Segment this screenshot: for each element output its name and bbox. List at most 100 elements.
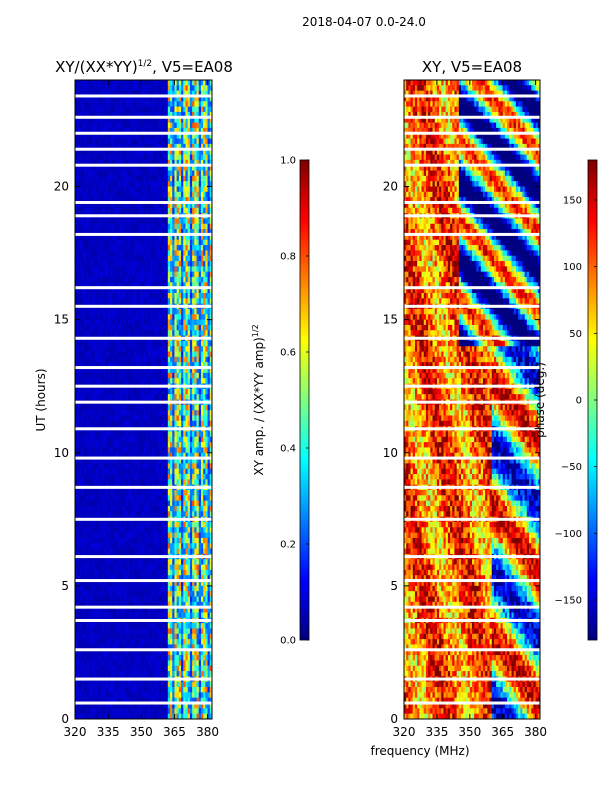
heatmap-cell bbox=[90, 175, 94, 182]
heatmap-cell bbox=[108, 133, 111, 140]
heatmap-cell bbox=[198, 463, 202, 470]
heatmap-cell bbox=[150, 138, 153, 145]
heatmap-cell bbox=[90, 468, 94, 475]
heatmap-cell bbox=[172, 186, 176, 193]
heatmap-cell bbox=[147, 463, 151, 470]
heatmap-cell bbox=[150, 308, 153, 315]
heatmap-cell bbox=[154, 159, 158, 166]
heatmap-cell bbox=[103, 143, 107, 150]
heatmap-cell bbox=[150, 474, 153, 480]
heatmap-cell bbox=[154, 308, 158, 315]
heatmap-cell bbox=[101, 261, 105, 267]
heatmap-cell bbox=[209, 234, 212, 241]
heatmap-cell bbox=[92, 367, 96, 374]
heatmap-cell bbox=[125, 143, 129, 150]
heatmap-cell bbox=[187, 143, 191, 150]
heatmap-cell bbox=[86, 500, 89, 507]
heatmap-cell bbox=[163, 255, 167, 262]
heatmap-cell bbox=[139, 181, 142, 188]
heatmap-cell bbox=[194, 207, 198, 214]
heatmap-cell bbox=[121, 207, 125, 214]
heatmap-cell bbox=[152, 330, 156, 337]
heatmap-cell bbox=[139, 127, 142, 134]
heatmap-cell bbox=[181, 324, 184, 331]
heatmap-cell bbox=[114, 261, 118, 267]
heatmap-cell bbox=[143, 218, 147, 225]
heatmap-cell bbox=[86, 250, 89, 257]
heatmap-cell bbox=[103, 127, 107, 134]
heatmap-cell bbox=[83, 143, 87, 150]
heatmap-cell bbox=[147, 324, 151, 331]
heatmap-cell bbox=[139, 346, 142, 353]
heatmap-cell bbox=[97, 245, 100, 251]
heatmap-cell bbox=[123, 346, 127, 353]
heatmap-cell bbox=[192, 277, 195, 283]
heatmap-cell bbox=[125, 122, 129, 129]
heatmap-cell bbox=[101, 250, 105, 257]
heatmap-cell bbox=[181, 362, 184, 369]
heatmap-cell bbox=[103, 90, 107, 97]
heatmap-cell bbox=[165, 170, 169, 177]
heatmap-cell bbox=[90, 149, 94, 156]
heatmap-cell bbox=[167, 186, 171, 193]
heatmap-cell bbox=[94, 367, 98, 374]
heatmap-cell bbox=[207, 250, 211, 257]
heatmap-cell bbox=[110, 154, 114, 161]
heatmap-cell bbox=[83, 410, 87, 417]
heatmap-cell bbox=[192, 133, 195, 140]
heatmap-cell bbox=[99, 404, 103, 411]
heatmap-cell bbox=[112, 85, 116, 92]
heatmap-cell bbox=[136, 420, 140, 427]
heatmap-cell bbox=[145, 442, 149, 449]
heatmap-cell bbox=[116, 117, 120, 124]
heatmap-cell bbox=[121, 378, 125, 385]
heatmap-cell bbox=[123, 372, 127, 379]
heatmap-cell bbox=[154, 351, 158, 358]
heatmap-cell bbox=[112, 442, 116, 449]
heatmap-cell bbox=[178, 420, 182, 427]
heatmap-cell bbox=[77, 463, 81, 470]
heatmap-cell bbox=[121, 324, 125, 331]
heatmap-cell bbox=[165, 298, 169, 305]
heatmap-cell bbox=[75, 111, 78, 118]
heatmap-cell bbox=[94, 287, 98, 294]
heatmap-cell bbox=[187, 255, 191, 262]
heatmap-cell bbox=[141, 500, 145, 507]
heatmap-cell bbox=[194, 250, 198, 257]
heatmap-cell bbox=[110, 378, 114, 385]
heatmap-cell bbox=[161, 474, 164, 480]
heatmap-cell bbox=[198, 282, 202, 289]
heatmap-cell bbox=[134, 117, 138, 124]
heatmap-cell bbox=[163, 149, 167, 156]
heatmap-cell bbox=[141, 170, 145, 177]
heatmap-cell bbox=[163, 372, 167, 379]
heatmap-cell bbox=[121, 308, 125, 315]
heatmap-cell bbox=[139, 474, 142, 480]
heatmap-cell bbox=[196, 181, 200, 188]
heatmap-cell bbox=[134, 191, 138, 198]
heatmap-cell bbox=[165, 261, 169, 267]
heatmap-cell bbox=[75, 261, 78, 267]
heatmap-cell bbox=[147, 95, 151, 102]
heatmap-cell bbox=[203, 181, 206, 188]
heatmap-cell bbox=[185, 415, 189, 422]
heatmap-cell bbox=[187, 447, 191, 454]
heatmap-cell bbox=[103, 255, 107, 262]
heatmap-cell bbox=[156, 245, 160, 251]
heatmap-cell bbox=[163, 80, 167, 86]
heatmap-cell bbox=[145, 436, 149, 443]
heatmap-cell bbox=[158, 90, 162, 97]
heatmap-cell bbox=[154, 298, 158, 305]
heatmap-cell bbox=[88, 197, 92, 204]
heatmap-cell bbox=[207, 442, 211, 449]
heatmap-cell bbox=[154, 458, 158, 464]
heatmap-cell bbox=[136, 298, 140, 305]
heatmap-cell bbox=[170, 245, 173, 251]
heatmap-cell bbox=[134, 394, 138, 401]
heatmap-cell bbox=[110, 181, 114, 188]
heatmap-cell bbox=[110, 490, 114, 496]
heatmap-cell bbox=[181, 250, 184, 257]
heatmap-cell bbox=[145, 239, 149, 246]
heatmap-cell bbox=[75, 410, 78, 417]
